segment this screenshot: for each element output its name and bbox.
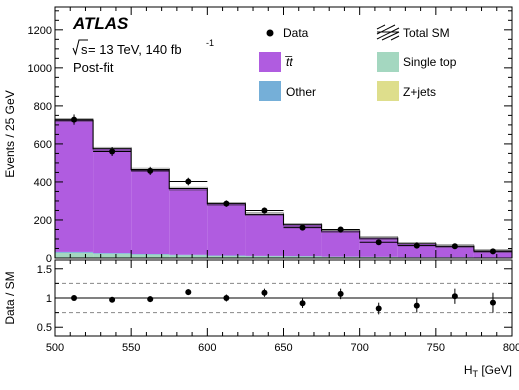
x-axis-label: HT [GeV] bbox=[464, 363, 512, 379]
legend-data-marker bbox=[267, 30, 274, 37]
bar-t-t bbox=[55, 120, 93, 252]
data-point bbox=[261, 207, 267, 213]
legend-single-top-swatch bbox=[377, 52, 399, 72]
data-point bbox=[223, 201, 229, 207]
stacked-bars bbox=[55, 120, 512, 258]
ratio-point bbox=[338, 291, 344, 297]
legend-entry-ttbar: t̅t bbox=[259, 52, 293, 72]
ratio-point bbox=[261, 290, 267, 296]
legend: Data Total SM t̅t Singl bbox=[259, 25, 457, 101]
y-tick-label: 1200 bbox=[28, 25, 52, 37]
y-axis-label-main: Events / 25 GeV bbox=[3, 90, 17, 177]
ratio-point bbox=[147, 296, 153, 302]
legend-entry-other: Other bbox=[259, 81, 316, 101]
bar-other bbox=[55, 252, 93, 253]
legend-other-swatch bbox=[259, 81, 281, 101]
fit-status: Post-fit bbox=[73, 60, 114, 75]
ratio-y-ticks: 0.5 1 1.5 bbox=[37, 264, 512, 334]
legend-zjets-label: Z+jets bbox=[403, 85, 436, 99]
ratio-point bbox=[490, 300, 496, 306]
legend-total-sm-label: Total SM bbox=[403, 26, 450, 40]
legend-ttbar-swatch bbox=[259, 52, 281, 72]
legend-entry-data: Data bbox=[267, 26, 309, 40]
ratio-points bbox=[71, 289, 496, 315]
y-tick-label: 800 bbox=[34, 101, 52, 113]
lumi-exponent: -1 bbox=[206, 38, 214, 48]
bar-other bbox=[131, 254, 169, 255]
bar-single-top bbox=[93, 254, 131, 258]
legend-entry-total-sm: Total SM bbox=[377, 25, 450, 40]
x-tick-label: 600 bbox=[198, 342, 216, 354]
y-tick-label: 1000 bbox=[28, 63, 52, 75]
ratio-point bbox=[223, 295, 229, 301]
bar-t-t bbox=[131, 170, 169, 254]
legend-ttbar-label: t̅t bbox=[285, 55, 294, 69]
legend-other-label: Other bbox=[286, 85, 316, 99]
data-point bbox=[300, 225, 306, 231]
ratio-point bbox=[452, 293, 458, 299]
ratio-point bbox=[185, 289, 191, 295]
bar-t-t bbox=[93, 149, 131, 253]
bar-single-top bbox=[169, 255, 207, 257]
data-point bbox=[338, 226, 344, 232]
x-tick-label: 750 bbox=[427, 342, 445, 354]
bar-other bbox=[93, 253, 131, 254]
y-tick-label: 400 bbox=[34, 177, 52, 189]
energy-line: s = 13 TeV, 140 fb -1 bbox=[73, 38, 214, 57]
ratio-x-ticks: 500 550 600 650 700 750 800 bbox=[46, 260, 519, 354]
y-tick-label: 200 bbox=[34, 215, 52, 227]
legend-zjets-swatch bbox=[377, 81, 399, 101]
energy-text: = 13 TeV, 140 fb bbox=[88, 42, 182, 57]
x-tick-label: 500 bbox=[46, 342, 64, 354]
bar-t-t bbox=[169, 189, 207, 255]
x-tick-label: 800 bbox=[503, 342, 519, 354]
bar-t-t bbox=[322, 231, 360, 257]
sqrt-s-text: s bbox=[81, 42, 88, 57]
data-point bbox=[452, 243, 458, 249]
bar-single-top bbox=[131, 255, 169, 258]
data-point bbox=[109, 149, 115, 155]
legend-entry-zjets: Z+jets bbox=[377, 81, 436, 101]
legend-data-label: Data bbox=[283, 26, 309, 40]
data-point bbox=[376, 239, 382, 245]
ratio-reference-lines bbox=[55, 283, 512, 312]
y-tick-label: 600 bbox=[34, 139, 52, 151]
legend-single-top-label: Single top bbox=[403, 55, 457, 69]
bar-t-t bbox=[245, 214, 283, 256]
ratio-y-tick-label: 1 bbox=[46, 293, 52, 305]
data-point bbox=[71, 117, 77, 123]
bar-single-top bbox=[55, 253, 93, 258]
x-tick-label: 550 bbox=[122, 342, 140, 354]
ratio-point bbox=[71, 295, 77, 301]
y-axis-label-ratio: Data / SM bbox=[3, 271, 17, 324]
ratio-y-tick-label: 0.5 bbox=[37, 322, 52, 334]
atlas-label: ATLAS bbox=[72, 14, 129, 33]
ratio-point bbox=[414, 303, 420, 309]
bar-other bbox=[169, 255, 207, 256]
ratio-y-tick-label: 1.5 bbox=[37, 264, 52, 276]
bar-t-t bbox=[207, 204, 245, 256]
data-point bbox=[414, 243, 420, 249]
x-tick-label: 650 bbox=[274, 342, 292, 354]
ratio-point bbox=[300, 300, 306, 306]
ratio-point bbox=[109, 297, 115, 303]
legend-entry-single-top: Single top bbox=[377, 52, 457, 72]
x-tick-label: 700 bbox=[350, 342, 368, 354]
data-point bbox=[147, 168, 153, 174]
data-point bbox=[185, 179, 191, 185]
data-point bbox=[490, 248, 496, 254]
ratio-point bbox=[376, 306, 382, 312]
